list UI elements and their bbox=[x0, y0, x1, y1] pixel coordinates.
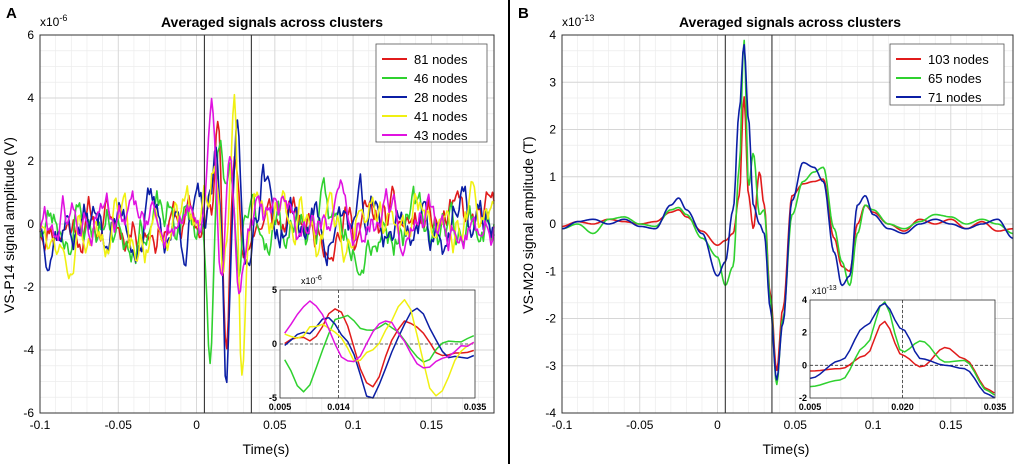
panel-a-ylabel: VS-P14 signal amplitude (V) bbox=[1, 137, 17, 313]
panel-b-label: B bbox=[518, 5, 529, 22]
y-tick-label: 2 bbox=[27, 154, 34, 168]
y-tick-label: -4 bbox=[545, 406, 556, 420]
x-tick-label: -0.1 bbox=[30, 418, 51, 432]
legend-label: 46 nodes bbox=[414, 71, 468, 86]
y-tick-label: 0 bbox=[27, 217, 34, 231]
inset-series-line bbox=[284, 314, 475, 393]
inset-y-tick-label: -2 bbox=[799, 393, 807, 403]
panel-b-ticks: -0.1 -0.05 0 0.05 0.1 0.15 -4 -3 -2 -1 0 1 2 3 4 bbox=[545, 28, 962, 432]
series-line bbox=[39, 139, 495, 365]
panel-a-y-exponent: x10-6 bbox=[40, 13, 67, 29]
panel-b-axes-box bbox=[561, 34, 1014, 414]
y-tick-label: -2 bbox=[545, 312, 556, 326]
x-tick-label: 0.1 bbox=[345, 418, 362, 432]
inset-y-tick-label: 2 bbox=[802, 328, 807, 338]
inset-y-tick-label: -5 bbox=[269, 393, 277, 403]
legend-label: 28 nodes bbox=[414, 90, 468, 105]
y-tick-label: 0 bbox=[549, 217, 556, 231]
x-tick-label: 0.15 bbox=[420, 418, 444, 432]
y-tick-label: 3 bbox=[549, 75, 556, 89]
panel-a: A Averaged signals across clusters x10-6… bbox=[1, 5, 495, 457]
inset-x-tick-label: 0.035 bbox=[464, 402, 487, 412]
y-tick-label: -3 bbox=[545, 359, 556, 373]
inset-x-tick-label: 0.005 bbox=[269, 402, 292, 412]
x-tick-label: 0.15 bbox=[939, 418, 963, 432]
y-tick-label: -4 bbox=[23, 343, 34, 357]
panel-a-inset: x10-6 0.005 0.014 0.035 -5 0 5 bbox=[269, 275, 487, 412]
panel-b-legend: 103 nodes 65 nodes 71 nodes bbox=[889, 43, 1005, 106]
x-tick-label: -0.1 bbox=[552, 418, 573, 432]
inset-y-tick-label: 0 bbox=[802, 360, 807, 370]
panel-b-series-lines bbox=[561, 39, 1014, 386]
series-line bbox=[561, 44, 1014, 381]
panel-b-legend-box bbox=[889, 43, 1005, 106]
panel-a-legend: 81 nodes 46 nodes 28 nodes 41 nodes 43 n… bbox=[375, 43, 488, 143]
legend-label: 43 nodes bbox=[414, 128, 468, 143]
panel-a-inset-exponent: x10-6 bbox=[301, 275, 322, 286]
y-tick-label: 6 bbox=[27, 28, 34, 42]
panel-a-inset-box bbox=[279, 289, 476, 399]
panel-a-ticks: -0.1 -0.05 0 0.05 0.1 0.15 -6 -4 -2 0 2 4 6 bbox=[23, 28, 443, 432]
panel-a-label: A bbox=[6, 5, 17, 22]
inset-series-line bbox=[284, 298, 475, 397]
panel-b-inset-lines bbox=[809, 301, 995, 399]
legend-label: 65 nodes bbox=[928, 71, 982, 86]
panel-b-inset: x10-13 0.005 0.020 0.035 -2 0 2 4 bbox=[799, 285, 1007, 412]
inset-x-tick-label: 0.014 bbox=[327, 402, 350, 412]
y-tick-label: -1 bbox=[545, 264, 556, 278]
y-tick-label: 4 bbox=[27, 91, 34, 105]
inset-series-line bbox=[810, 301, 995, 396]
y-tick-label: 1 bbox=[549, 170, 556, 184]
y-tick-label: -2 bbox=[23, 280, 34, 294]
panel-b-inset-box bbox=[809, 299, 996, 399]
inset-y-tick-label: 5 bbox=[272, 285, 277, 295]
panel-a-window bbox=[203, 35, 252, 413]
legend-label: 41 nodes bbox=[414, 109, 468, 124]
panel-b-ylabel: VS-M20 signal amplitude (T) bbox=[520, 136, 536, 313]
panel-b-xlabel: Time(s) bbox=[763, 441, 810, 457]
series-line bbox=[39, 93, 495, 376]
inset-series-line bbox=[809, 302, 995, 399]
panel-a-inset-lines bbox=[284, 298, 475, 399]
legend-label: 103 nodes bbox=[928, 52, 989, 67]
x-tick-label: 0.05 bbox=[263, 418, 287, 432]
inset-series-line bbox=[284, 308, 475, 388]
panel-a-series-lines bbox=[39, 93, 495, 384]
inset-series-line bbox=[284, 300, 475, 369]
inset-x-tick-label: 0.005 bbox=[799, 402, 822, 412]
panel-b-title: Averaged signals across clusters bbox=[679, 14, 901, 30]
legend-label: 71 nodes bbox=[928, 90, 982, 105]
x-tick-label: 0 bbox=[193, 418, 200, 432]
panel-a-title: Averaged signals across clusters bbox=[161, 14, 383, 30]
legend-label: 81 nodes bbox=[414, 52, 468, 67]
y-tick-label: 4 bbox=[549, 28, 556, 42]
panel-b-inset-ticks: 0.005 0.020 0.035 -2 0 2 4 bbox=[799, 295, 1007, 412]
x-tick-label: 0 bbox=[714, 418, 721, 432]
panel-b-inset-exponent: x10-13 bbox=[812, 285, 837, 296]
x-tick-label: -0.05 bbox=[626, 418, 654, 432]
panel-b: B Averaged signals across clusters x10-1… bbox=[518, 5, 1014, 457]
inset-x-tick-label: 0.035 bbox=[984, 402, 1007, 412]
panel-b-y-exponent: x10-13 bbox=[562, 13, 594, 29]
panel-a-legend-box bbox=[375, 43, 488, 143]
panel-b-window bbox=[724, 35, 773, 413]
inset-x-tick-label: 0.020 bbox=[891, 402, 914, 412]
x-tick-label: 0.1 bbox=[865, 418, 882, 432]
panel-a-inset-ticks: 0.005 0.014 0.035 -5 0 5 bbox=[269, 285, 487, 412]
y-tick-label: 2 bbox=[549, 123, 556, 137]
x-tick-label: -0.05 bbox=[105, 418, 133, 432]
inset-series-line bbox=[810, 320, 995, 394]
y-tick-label: -6 bbox=[23, 406, 34, 420]
panel-a-axes-box bbox=[39, 34, 495, 414]
panel-a-xlabel: Time(s) bbox=[243, 441, 290, 457]
inset-y-tick-label: 4 bbox=[802, 295, 807, 305]
x-tick-label: 0.05 bbox=[784, 418, 808, 432]
series-line bbox=[39, 97, 495, 295]
inset-y-tick-label: 0 bbox=[272, 339, 277, 349]
